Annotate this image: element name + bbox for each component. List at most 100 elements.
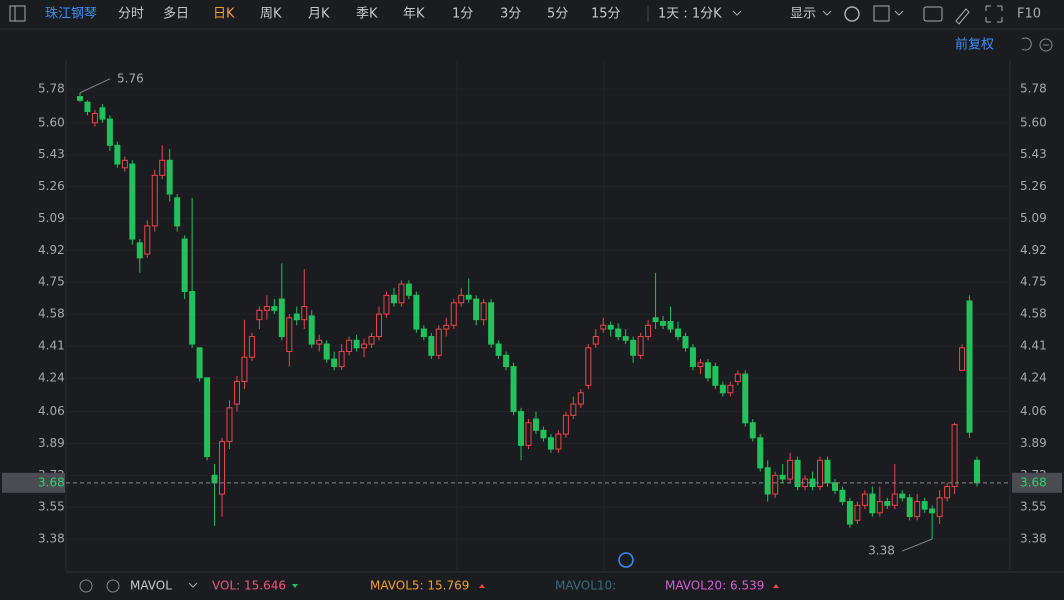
checkbox-icon[interactable] bbox=[873, 5, 890, 22]
candle-body bbox=[667, 321, 674, 330]
candle-body bbox=[704, 362, 711, 379]
candle-body bbox=[689, 347, 696, 368]
candle-body bbox=[525, 422, 532, 446]
candle-body bbox=[480, 302, 487, 321]
candle-body bbox=[846, 501, 853, 525]
last-price-label-right: 3.68 bbox=[1020, 475, 1047, 489]
pen-icon[interactable] bbox=[955, 8, 970, 25]
period-tab[interactable]: 5分 bbox=[547, 7, 568, 22]
period-tab[interactable]: 多日 bbox=[163, 6, 189, 22]
candle-body bbox=[495, 343, 502, 356]
candle-body bbox=[622, 336, 629, 341]
period-tab[interactable]: 季K bbox=[356, 7, 378, 22]
candle-body bbox=[91, 112, 98, 124]
indicator-close[interactable] bbox=[106, 579, 120, 593]
chevron bbox=[822, 10, 832, 16]
y-tick-label-right: 4.58 bbox=[1020, 307, 1047, 321]
settings-icon[interactable] bbox=[844, 6, 860, 22]
y-tick-label-right: 4.06 bbox=[1020, 404, 1047, 418]
candle-body bbox=[734, 373, 741, 383]
candle-body bbox=[555, 433, 562, 450]
candle-body bbox=[316, 339, 323, 345]
candle-body bbox=[570, 403, 577, 416]
candle-body bbox=[675, 328, 681, 338]
candle-body bbox=[301, 306, 308, 321]
adjust-mode[interactable]: 前复权 bbox=[955, 37, 994, 53]
period-tab[interactable]: 3分 bbox=[500, 7, 521, 22]
zoom-out-icon[interactable] bbox=[1039, 38, 1053, 52]
candle-body bbox=[174, 197, 181, 227]
y-tick-label: 5.78 bbox=[38, 82, 65, 96]
candle-body bbox=[286, 317, 293, 353]
period-tab-active[interactable]: 日K bbox=[213, 7, 235, 22]
candle-body bbox=[779, 474, 786, 480]
interval-select[interactable]: 1天 : 1分K bbox=[658, 7, 722, 22]
candle-body bbox=[532, 418, 539, 431]
sidebar-toggle[interactable] bbox=[9, 5, 26, 22]
candle-body bbox=[585, 347, 592, 386]
candle-body bbox=[787, 459, 794, 480]
candle-body bbox=[712, 366, 719, 386]
camera-icon[interactable] bbox=[923, 6, 943, 22]
up-arrow bbox=[479, 584, 485, 588]
candle-body bbox=[376, 313, 382, 338]
vol-value: VOL: 15.646 bbox=[212, 579, 286, 593]
display-menu[interactable]: 显示 bbox=[790, 7, 816, 22]
candle-body bbox=[562, 414, 569, 435]
candle-body bbox=[420, 328, 427, 338]
candle-body bbox=[630, 339, 637, 356]
period-tab[interactable]: 周K bbox=[260, 7, 282, 22]
candle-body bbox=[540, 429, 547, 439]
candle-body bbox=[899, 493, 906, 499]
locate-icon[interactable] bbox=[618, 552, 634, 568]
candle-body bbox=[764, 467, 771, 495]
f10-button[interactable]: F10 bbox=[1017, 7, 1041, 22]
y-tick-label: 4.75 bbox=[38, 275, 65, 289]
period-tab[interactable]: 月K bbox=[308, 7, 330, 22]
candle-body bbox=[136, 242, 143, 259]
candle-body bbox=[607, 324, 614, 330]
period-tab[interactable]: 分时 bbox=[118, 7, 144, 22]
candle-body bbox=[936, 497, 943, 518]
candle-body bbox=[682, 336, 689, 349]
y-tick-label-right: 5.60 bbox=[1020, 115, 1047, 129]
candle-body bbox=[831, 482, 838, 491]
period-tab[interactable]: 1分 bbox=[452, 7, 473, 22]
candle-body bbox=[413, 294, 420, 330]
candle-body bbox=[338, 351, 345, 368]
candle-body bbox=[405, 283, 412, 296]
low-marker-label: 3.38 bbox=[868, 544, 895, 558]
candle-body bbox=[488, 302, 495, 345]
y-tick-label-right: 5.26 bbox=[1020, 179, 1047, 193]
candle-body bbox=[645, 324, 652, 338]
candle-body bbox=[159, 159, 166, 176]
fullscreen-icon[interactable] bbox=[985, 5, 1003, 23]
indicator-settings[interactable] bbox=[79, 579, 93, 593]
down-arrow bbox=[292, 584, 298, 588]
candle-body bbox=[308, 315, 315, 345]
candle-body bbox=[921, 501, 928, 510]
candle-body bbox=[824, 459, 831, 484]
y-tick-label-right: 3.89 bbox=[1020, 436, 1047, 450]
candle-body bbox=[241, 356, 248, 383]
candle-body bbox=[390, 294, 397, 304]
candle-body bbox=[428, 336, 435, 356]
candle-body bbox=[226, 407, 233, 443]
indicator-name[interactable]: MAVOL bbox=[130, 579, 172, 593]
candle-body bbox=[346, 339, 353, 353]
y-tick-label-right: 4.75 bbox=[1020, 275, 1047, 289]
candle-body bbox=[263, 306, 270, 311]
stock-name[interactable]: 珠江钢琴 bbox=[45, 7, 97, 22]
mavol5-value: MAVOL5: 15.769 bbox=[370, 579, 469, 593]
up-arrow bbox=[773, 584, 779, 588]
candle-body bbox=[660, 321, 667, 326]
y-tick-label-right: 3.38 bbox=[1020, 532, 1047, 546]
y-tick-label-right: 4.24 bbox=[1020, 370, 1047, 384]
candle-body bbox=[727, 384, 734, 394]
period-tab[interactable]: 年K bbox=[403, 7, 425, 22]
period-tab[interactable]: 15分 bbox=[591, 7, 621, 22]
undo-icon[interactable] bbox=[1021, 37, 1032, 51]
